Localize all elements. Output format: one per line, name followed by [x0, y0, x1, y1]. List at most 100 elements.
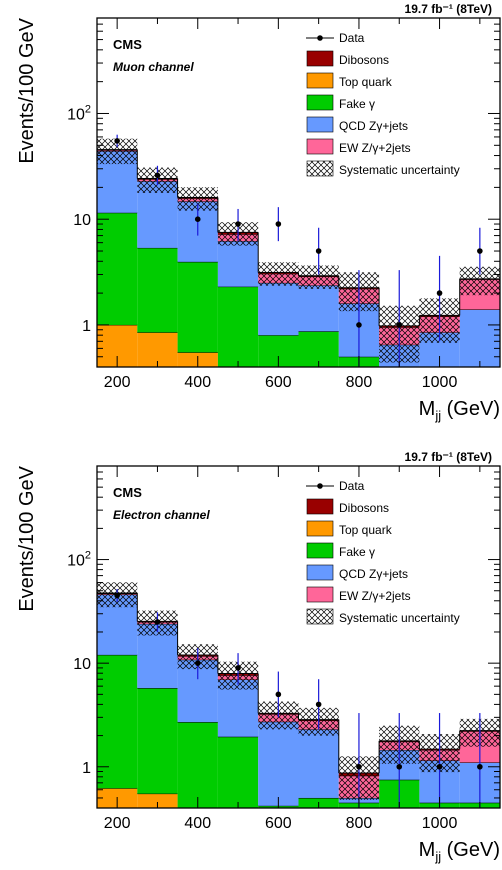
data-point: [114, 138, 120, 144]
data-point: [275, 691, 282, 698]
y-tick-label: 102: [67, 550, 91, 570]
x-axis-label: Mjj (GeV): [419, 839, 500, 864]
x-tick-label: 400: [184, 374, 211, 391]
x-tick-label: 400: [184, 815, 211, 832]
legend-label-top-quark: Top quark: [339, 523, 393, 537]
data-point: [154, 172, 161, 179]
lumi-label: 19.7 fb⁻¹ (8TeV): [405, 450, 492, 464]
x-tick-label: 1000: [422, 815, 458, 832]
legend-label-qcd-z-jets: QCD Zγ+jets: [339, 119, 408, 133]
legend-data-label: Data: [339, 479, 365, 493]
data-point: [194, 216, 201, 223]
data-point: [154, 619, 161, 625]
legend-swatch-dibosons: [306, 498, 334, 515]
y-tick-label: 1: [82, 760, 91, 777]
legend-label-dibosons: Dibosons: [339, 53, 389, 67]
bar-fake: [177, 722, 218, 808]
legend-label-fake: Fake γ: [339, 545, 375, 559]
data-point: [356, 322, 362, 328]
bar-qcd-z-jets: [258, 282, 299, 336]
legend-label-dibosons: Dibosons: [339, 501, 389, 515]
data-point: [315, 248, 322, 254]
bar-fake: [97, 212, 138, 325]
syst-band: [177, 187, 218, 211]
data-point: [235, 221, 241, 227]
data-point: [477, 248, 483, 254]
channel-label: Electron channel: [113, 508, 210, 522]
syst-band: [258, 262, 299, 286]
electron-panel: 200 400 600 800 1000 1 10 102 Events/100 GeV Mjj …: [16, 450, 501, 864]
legend-swatch-ew-z-2jets: [306, 586, 334, 603]
x-tick-label: 800: [346, 815, 373, 832]
legend-data-marker: [317, 35, 323, 41]
legend-label-top-quark: Top quark: [339, 75, 393, 89]
legend-label-ew-z-2jets: EW Z/γ+2jets: [339, 589, 411, 603]
x-axis-label: Mjj (GeV): [419, 398, 500, 423]
data-point: [194, 660, 201, 666]
syst-band: [298, 265, 339, 289]
legend-data-label: Data: [339, 31, 365, 45]
experiment-label: CMS: [113, 37, 142, 52]
x-tick-label: 200: [104, 374, 131, 391]
data-point: [315, 701, 322, 708]
x-tick-label: 800: [346, 374, 373, 391]
bar-qcd-z-jets: [217, 241, 259, 287]
legend-swatch-top-quark: [306, 72, 334, 89]
legend-label-syst: Systematic uncertainty: [339, 163, 460, 177]
legend: Data Dibosons Top quark Fake γ QCD Zγ+jets EW…: [306, 479, 460, 625]
channel-label: Muon channel: [113, 60, 194, 74]
muon-panel: 200 400 600 800 1000 1 10 102 Events/100 GeV Mjj …: [16, 2, 501, 423]
legend-data-marker: [317, 483, 323, 489]
legend-swatch-syst: [306, 608, 334, 625]
bar-qcd-z-jets: [459, 309, 500, 367]
legend-swatch-fake: [306, 94, 334, 111]
legend-swatch-top-quark: [306, 520, 334, 537]
data-point: [235, 665, 241, 671]
legend-swatch-qcd-z-jets: [306, 564, 334, 581]
plot-frame: [96, 17, 501, 368]
bar-fake: [217, 286, 259, 367]
y-tick-label: 102: [67, 103, 91, 123]
bar-qcd-z-jets: [298, 285, 339, 332]
bar-qcd-z-jets: [298, 729, 339, 798]
bar-fake: [177, 261, 218, 353]
legend-label-fake: Fake γ: [339, 97, 375, 111]
bar-top-quark: [137, 793, 178, 808]
legend-swatch-syst: [306, 160, 334, 177]
plot-frame: [96, 465, 501, 809]
data-point: [396, 322, 403, 328]
legend-swatch-fake: [306, 542, 334, 559]
y-axis-label: Events/100 GeV: [16, 17, 38, 163]
bar-fake: [137, 247, 178, 333]
experiment-label: CMS: [113, 485, 142, 500]
plot-area: [97, 582, 500, 808]
data-point: [356, 763, 362, 770]
bar-qcd-z-jets: [258, 721, 299, 806]
data-point: [477, 763, 483, 770]
legend-label-ew-z-2jets: EW Z/γ+2jets: [339, 141, 411, 155]
legend-swatch-qcd-z-jets: [306, 116, 334, 133]
lumi-label: 19.7 fb⁻¹ (8TeV): [405, 2, 492, 16]
x-tick-label: 1000: [422, 374, 458, 391]
data-point: [275, 221, 282, 227]
legend-label-qcd-z-jets: QCD Zγ+jets: [339, 567, 408, 581]
x-tick-label: 600: [265, 815, 292, 832]
legend-swatch-ew-z-2jets: [306, 138, 334, 155]
legend: Data Dibosons Top quark Fake γ QCD Zγ+jets EW…: [306, 31, 460, 177]
data-point: [114, 592, 120, 599]
legend-label-syst: Systematic uncertainty: [339, 611, 460, 625]
y-tick-label: 10: [73, 212, 91, 229]
bar-fake: [137, 688, 178, 794]
data-point: [436, 290, 443, 296]
x-tick-label: 200: [104, 815, 131, 832]
y-axis-label: Events/100 GeV: [16, 465, 38, 611]
y-tick-label: 10: [73, 656, 91, 673]
x-tick-label: 600: [265, 374, 292, 391]
bar-fake: [217, 736, 259, 808]
legend-swatch-dibosons: [306, 50, 334, 67]
plot-area: [97, 134, 500, 367]
data-point: [436, 763, 443, 770]
bar-fake: [97, 654, 138, 789]
data-point: [396, 763, 403, 770]
